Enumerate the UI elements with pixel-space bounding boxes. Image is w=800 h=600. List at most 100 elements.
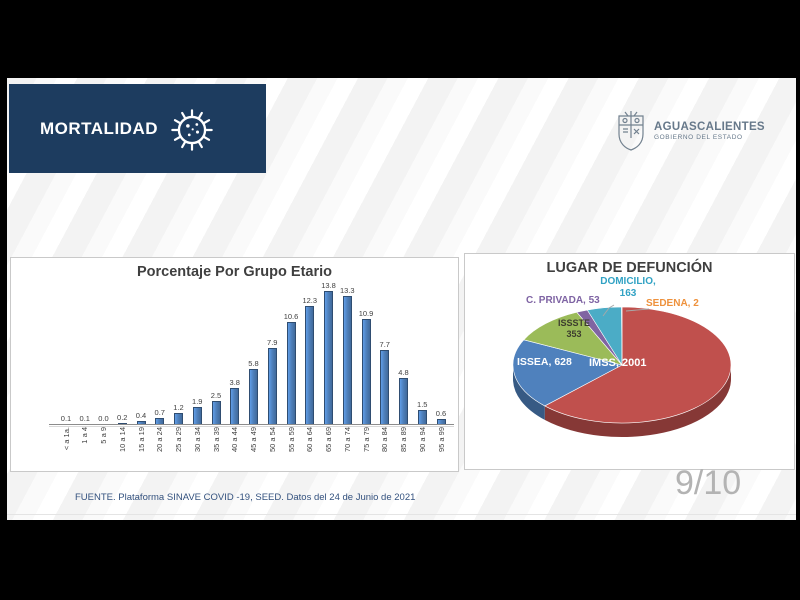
bar-value-label: 2.5	[210, 390, 222, 400]
bar-value-label: 1.9	[192, 396, 203, 406]
pie-label-sedena: SEDENA, 2	[646, 298, 699, 309]
pie-chart-title: LUGAR DE DEFUNCIÓN	[546, 260, 713, 276]
bar-value-label: 0.1	[79, 413, 90, 423]
bar-column: 12.3	[301, 296, 319, 425]
bar	[342, 296, 352, 425]
bar	[305, 305, 315, 425]
pie-label-issea: ISSEA, 628	[517, 356, 572, 368]
bar-value-label: 0.6	[435, 409, 447, 419]
bar-value-label: 13.3	[339, 286, 355, 295]
bar	[417, 410, 427, 425]
bar	[136, 421, 146, 425]
bar-x-label: 60 a 64	[305, 427, 315, 453]
bar-column: 0.7	[151, 408, 169, 425]
bar	[230, 388, 240, 425]
bar	[361, 319, 371, 425]
bar-x-label: 50 a 54	[267, 427, 277, 453]
bar-x-label: 45 a 49	[249, 427, 258, 453]
pie-slice-issea	[512, 339, 623, 407]
bar-value-label: 0.4	[135, 411, 147, 421]
bar-column: 1.9	[188, 397, 206, 425]
pie-slice-side	[544, 365, 731, 438]
bar-x-label: 85 a 89	[399, 427, 408, 453]
virus-icon	[171, 109, 213, 151]
bar-x-label: 30 a 34	[192, 427, 202, 453]
bar-column: 10.9	[357, 309, 375, 425]
pie-slice-issste	[523, 311, 623, 366]
bar-column: 10.6	[282, 312, 300, 425]
bar	[286, 322, 296, 425]
bar-chart-panel: Porcentaje Por Grupo Etario 0.1 0.1 0.0 0.2…	[10, 257, 459, 472]
bar-x-label: 15 a 19	[136, 427, 146, 453]
bar-column: 7.9	[263, 338, 281, 425]
virus-spikes	[171, 109, 213, 151]
bar-column: 1.2	[170, 403, 188, 425]
pie-chart	[512, 304, 732, 438]
bar-value-label: 3.8	[229, 378, 240, 388]
header-banner: MORTALIDAD	[9, 84, 266, 173]
bar-value-label: 7.9	[267, 338, 278, 348]
source-note: FUENTE. Plataforma SINAVE COVID -19, SEE…	[75, 492, 416, 503]
pie-label-c-privada: C. PRIVADA, 53	[526, 295, 600, 306]
bar-x-label: 55 a 59	[286, 427, 296, 453]
pie-slice-side	[513, 365, 545, 420]
bar-value-label: 0.0	[98, 413, 109, 423]
bar-value-label: 13.8	[321, 281, 336, 291]
bar-x-label: 25 a 29	[174, 427, 183, 453]
bar	[174, 413, 183, 425]
bar-chart-xlabels: < a 1a. 1 a 4 5 a 9 10 a 14 15 a 19 20 a 24 25…	[57, 427, 450, 467]
bar-value-label: 1.2	[173, 403, 184, 413]
pie-slices	[512, 306, 732, 438]
bar-column: 0.6	[432, 409, 450, 425]
bar-column: 2.5	[207, 391, 225, 425]
pie-leader-lines	[602, 304, 650, 317]
bar-x-label: 95 a 99	[436, 427, 446, 453]
bar-x-label: 40 a 44	[230, 427, 240, 453]
bar-x-label: 20 a 24	[155, 427, 165, 453]
bar	[399, 378, 408, 425]
bar-chart-axis-line	[49, 424, 454, 425]
bar-value-label: 4.8	[398, 368, 409, 378]
bar-column: 13.3	[338, 286, 356, 425]
bar-chart-axis-shadow	[49, 426, 454, 427]
bar	[249, 368, 258, 425]
bar-x-label: 90 a 94	[417, 427, 427, 453]
bar-value-label: 1.5	[417, 400, 428, 410]
bar-column: 1.5	[413, 400, 431, 425]
bar-x-label: 35 a 39	[211, 427, 221, 453]
bar	[211, 400, 221, 425]
bar-value-label: 0.1	[60, 413, 72, 423]
bar-value-label: 5.8	[248, 358, 259, 368]
logo-org-name: AGUASCALIENTES	[654, 121, 765, 133]
bar	[192, 406, 202, 425]
logo-text: AGUASCALIENTES GOBIERNO DEL ESTADO	[654, 121, 765, 141]
slide-page-number: 9/10	[675, 464, 742, 502]
logo-sub-name: GOBIERNO DEL ESTADO	[654, 134, 743, 141]
bar	[155, 418, 165, 425]
leader-line-sedena	[625, 308, 650, 312]
bar-x-label: < a 1a.	[61, 427, 71, 451]
bar-column: 13.8	[320, 281, 338, 425]
bar-chart-bars: 0.1 0.1 0.0 0.2 0.4 0.7 1.2 1.9 2.5 3.8 5.8 7.9 10.6…	[57, 281, 450, 425]
state-coat-of-arms-icon	[618, 111, 644, 151]
bar-column: 7.7	[376, 340, 394, 425]
bar-chart-title: Porcentaje Por Grupo Etario	[137, 264, 332, 280]
bar-column: 0.4	[132, 411, 150, 425]
bar-x-label: 1 a 4	[80, 427, 90, 444]
bar-x-label: 70 a 74	[342, 427, 352, 453]
bar-value-label: 10.6	[283, 312, 299, 322]
footer-divider	[7, 514, 796, 515]
government-logo: AGUASCALIENTES GOBIERNO DEL ESTADO	[615, 110, 765, 152]
bar-column: 5.8	[245, 359, 263, 425]
bar-x-label: 5 a 9	[99, 427, 108, 444]
bar-x-label: 10 a 14	[117, 427, 127, 453]
bar-value-label: 12.3	[302, 295, 318, 305]
pie-label-issste: ISSSTE 353	[557, 318, 590, 339]
leader-line-domicilio	[602, 304, 615, 317]
bar	[267, 348, 277, 425]
bar	[436, 419, 446, 425]
page-title: MORTALIDAD	[40, 118, 158, 138]
bar	[324, 291, 333, 425]
bar-x-label: 80 a 84	[380, 427, 390, 453]
